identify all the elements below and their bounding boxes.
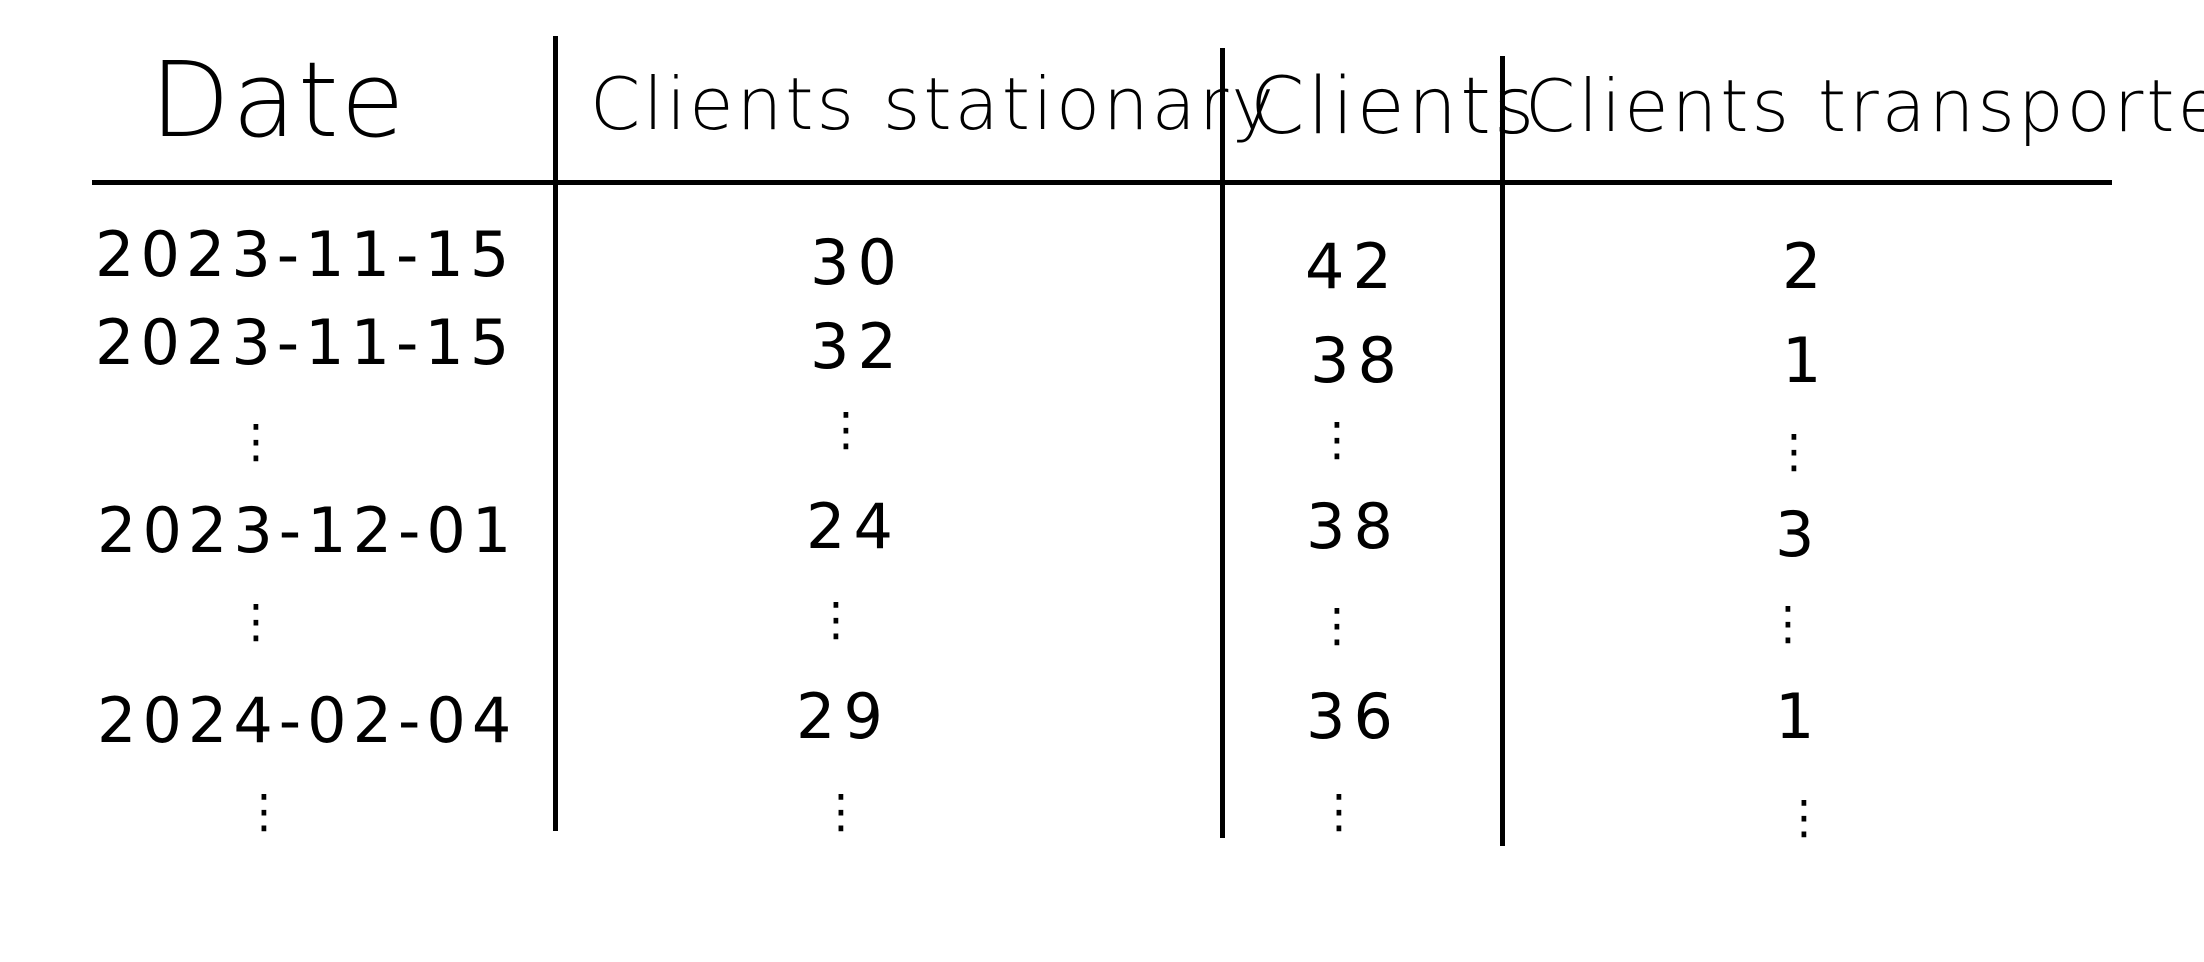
column-divider-1 [553,36,558,831]
column-divider-3 [1500,56,1505,846]
header-clients-transported: Clients transported [1525,64,2204,148]
ellipsis-stationary-1: ⋮ [823,402,869,456]
row-2-date: 2023-11-15 [95,306,516,379]
ellipsis-date-3: ⋮ [241,784,287,838]
row-3-stationary: 24 [806,490,901,563]
ellipsis-date-1: ⋮ [233,414,279,468]
row-1-date: 2023-11-15 [95,218,516,291]
row-1-transported: 2 [1782,230,1830,303]
ellipsis-clients-3: ⋮ [1316,784,1362,838]
row-4-transported: 1 [1775,680,1823,753]
row-4-stationary: 29 [796,680,891,753]
row-3-clients: 38 [1306,490,1401,563]
column-divider-2 [1220,48,1225,838]
ellipsis-date-2: ⋮ [233,594,279,648]
ellipsis-transported-1: ⋮ [1771,424,1817,478]
row-2-clients: 38 [1310,324,1405,397]
row-4-date: 2024-02-04 [97,684,518,757]
ellipsis-clients-2: ⋮ [1314,598,1360,652]
row-1-stationary: 30 [810,226,905,299]
row-3-date: 2023-12-01 [97,494,518,567]
header-divider [92,180,2112,185]
row-1-clients: 42 [1305,230,1400,303]
ellipsis-clients-1: ⋮ [1314,412,1360,466]
row-2-transported: 1 [1782,324,1830,397]
row-4-clients: 36 [1306,680,1401,753]
ellipsis-transported-3: ⋮ [1781,790,1827,844]
header-date: Date [150,39,407,161]
ellipsis-stationary-2: ⋮ [813,592,859,646]
row-2-stationary: 32 [810,310,905,383]
ellipsis-transported-2: ⋮ [1765,596,1811,650]
header-clients: Clients [1250,62,1538,152]
row-3-transported: 3 [1775,498,1823,571]
header-clients-stationary: Clients stationary [590,62,1277,146]
ellipsis-stationary-3: ⋮ [818,784,864,838]
